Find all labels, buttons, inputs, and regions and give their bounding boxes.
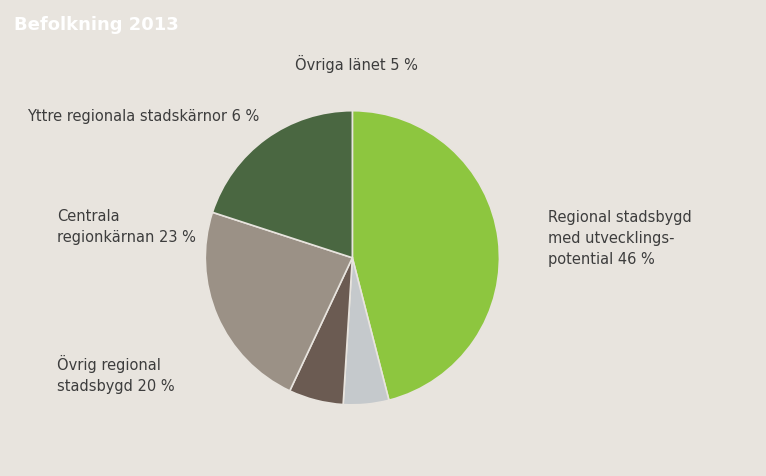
Text: Regional stadsbygd
med utvecklings-
potential 46 %: Regional stadsbygd med utvecklings- pote… <box>548 209 692 267</box>
Wedge shape <box>343 258 389 405</box>
Wedge shape <box>212 111 352 258</box>
Text: Befolkning 2013: Befolkning 2013 <box>14 16 178 34</box>
Wedge shape <box>352 111 499 400</box>
Text: Övrig regional
stadsbygd 20 %: Övrig regional stadsbygd 20 % <box>57 354 175 393</box>
Text: Centrala
regionkärnan 23 %: Centrala regionkärnan 23 % <box>57 208 196 244</box>
Text: Yttre regionala stadskärnor 6 %: Yttre regionala stadskärnor 6 % <box>27 109 259 124</box>
Wedge shape <box>205 213 352 391</box>
Wedge shape <box>290 258 352 405</box>
Text: Övriga länet 5 %: Övriga länet 5 % <box>295 55 417 73</box>
